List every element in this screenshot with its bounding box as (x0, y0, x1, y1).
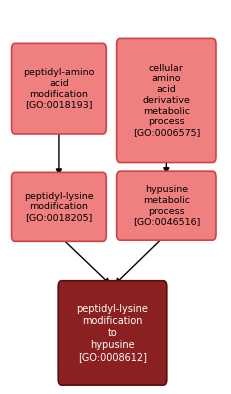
Text: hypusine
metabolic
process
[GO:0046516]: hypusine metabolic process [GO:0046516] (133, 185, 200, 226)
Text: peptidyl-lysine
modification
to
hypusine
[GO:0008612]: peptidyl-lysine modification to hypusine… (76, 304, 149, 362)
Text: peptidyl-lysine
modification
[GO:0018205]: peptidyl-lysine modification [GO:0018205… (24, 191, 94, 222)
Text: cellular
amino
acid
derivative
metabolic
process
[GO:0006575]: cellular amino acid derivative metabolic… (133, 64, 200, 137)
FancyBboxPatch shape (58, 281, 167, 385)
Text: peptidyl-amino
acid
modification
[GO:0018193]: peptidyl-amino acid modification [GO:001… (23, 68, 94, 109)
FancyBboxPatch shape (117, 39, 216, 162)
FancyBboxPatch shape (12, 43, 106, 134)
FancyBboxPatch shape (117, 171, 216, 240)
FancyBboxPatch shape (12, 173, 106, 241)
